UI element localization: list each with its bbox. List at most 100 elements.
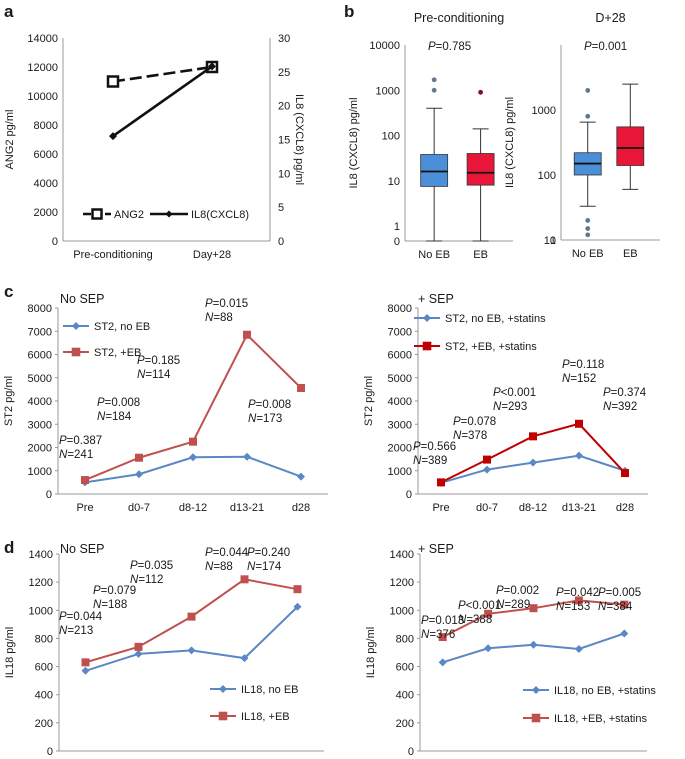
n-count-label: N=388 [458,614,492,626]
n-count-label: N=241 [59,449,93,461]
equals-sign: = [436,41,443,53]
legend-label: IL18, no EB [241,684,299,696]
x-tick-label: d8-12 [179,502,207,514]
y-tick-label: 1000 [532,105,556,117]
chart-title: D+28 [595,11,625,25]
data-point [438,658,447,667]
n-symbol: N [205,312,214,324]
chart-title: No SEP [60,292,104,306]
p-value-label: P=0.079 [93,585,136,597]
y-tick-label: 100 [382,131,400,143]
legend-marker [531,713,541,723]
data-point [574,596,583,605]
y-tick-label: 1200 [390,577,414,589]
y-tick-label: 8000 [28,303,52,315]
equals-sign: = [592,41,599,53]
data-point [134,649,143,658]
x-tick-label: No EB [572,248,604,260]
n-value: =152 [570,373,596,385]
x-tick-label: d28 [292,502,310,514]
n-value: =114 [145,369,171,381]
n-count-label: N=392 [603,401,637,413]
annotation-1: P=0.078 N=378 [453,416,496,442]
chart-title: + SEP [418,542,454,556]
p-value: =0.008 [105,397,141,409]
n-count-label: N=384 [598,601,633,613]
x-tick-label: Day+28 [193,249,231,261]
n-symbol: N [59,625,68,637]
p-symbol: P [130,560,138,572]
p-symbol: P [205,298,213,310]
n-value: =112 [138,574,163,586]
n-count-label: N=184 [97,411,132,423]
outlier-point [431,77,437,83]
y-right-tick-label: 5 [278,202,284,214]
data-point [81,666,90,675]
p-symbol: P [97,397,105,409]
p-value-label: P<0.001 [493,387,536,399]
data-point [621,469,629,478]
annotation-1: P=0.008 N=184 [97,397,140,423]
panel-letters: a b c d [4,2,354,557]
annotation-1: P<0.001 N=388 [458,600,501,626]
box-eb [466,89,495,242]
outlier-point [585,113,591,119]
data-point [620,600,629,609]
legend-label: ST2, no EB [94,321,150,333]
p-value-label: P=0.185 [137,355,180,367]
data-point [189,453,197,462]
y-tick-label: 4000 [388,396,412,408]
p-value-label: P=0.015 [205,298,248,310]
y-right-tick-label: 15 [278,135,290,147]
n-count-label: N=289 [496,599,530,611]
p-symbol: P [556,587,564,599]
data-point [135,470,143,479]
p-symbol: P [493,387,501,399]
n-value: =289 [504,599,530,611]
panel-b-preconditioning-boxplot: 0 1 10 100 1000 10000 Pre-conditioning IL8 (CXC… [348,11,513,261]
data-point [529,640,538,649]
p-value: =0.035 [138,560,174,572]
y-tick-label: 100 [538,170,556,182]
y-right-tick-label: 10 [278,168,290,180]
y-right-tick-label: 0 [278,236,284,248]
n-count-label: N=376 [421,629,455,641]
legend-label-il8: IL8(CXCL8) [191,209,249,221]
data-point [575,419,583,428]
y-axis-label: ST2 pg/ml [3,376,15,426]
p-symbol: P [584,41,592,53]
n-symbol: N [603,401,612,413]
series-0 [438,629,629,667]
p-value-label: P=0.374 [603,387,647,399]
y-tick-label: 1200 [29,577,53,589]
annotation-2: P=0.035 N=112 [130,560,173,586]
legend-marker [423,314,431,322]
p-value: =0.078 [461,416,497,428]
data-point [529,458,537,467]
n-count-label: N=152 [562,373,596,385]
data-point-il8 [109,132,117,141]
p-value: =0.185 [145,355,181,367]
chart-title: + SEP [418,292,454,306]
p-value-label: P=0.042 [556,587,599,599]
box-no-eb [420,77,449,242]
y-tick-label: 0 [52,236,58,248]
n-symbol: N [453,430,462,442]
n-value: =293 [501,401,527,413]
x-tick-label: d0-7 [128,502,150,514]
series-1 [81,575,302,667]
p-value-label: P=0.001 [584,41,627,53]
data-point [437,478,445,487]
panel-b-d28-boxplot: 110 100 1000 D+28 IL8 (CXCL8) pg/ml P=0.001 No… [504,11,660,260]
data-point [135,453,143,462]
p-value: =0.044 [213,547,249,559]
y-tick-label: 4000 [28,396,52,408]
annotation-0: P=0.566 N=389 [413,441,456,467]
p-value-label: P=0.035 [130,560,173,572]
n-symbol: N [496,599,505,611]
annotation-2: P=0.002 N=289 [496,585,539,611]
panel-letter-c: c [4,282,13,301]
y-tick-label: 4000 [34,178,58,190]
legend-marker-ang2 [91,208,103,220]
